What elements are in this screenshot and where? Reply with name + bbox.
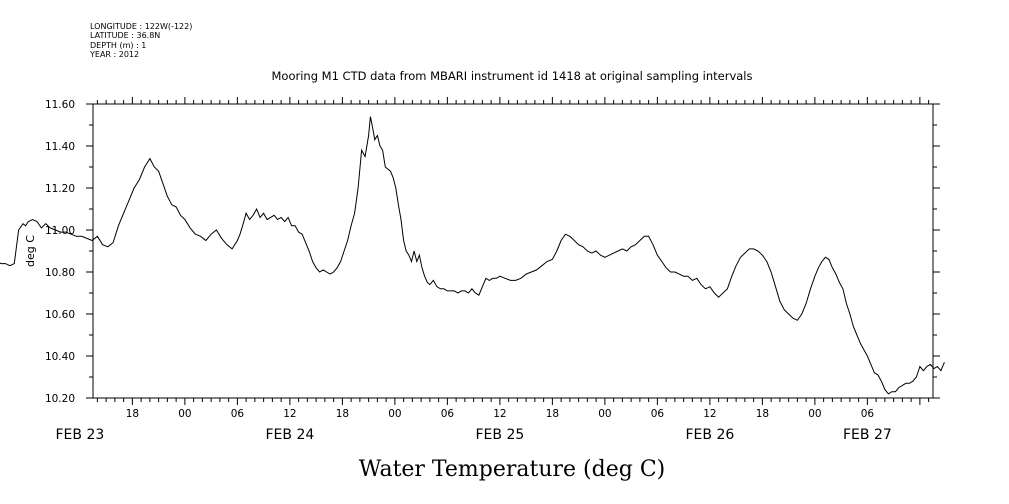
y-tick-label: 10.20 <box>45 393 75 405</box>
x-day-label: FEB 23 <box>55 427 104 443</box>
x-tick-label: 00 <box>808 408 821 420</box>
y-tick-label: 11.00 <box>45 225 75 237</box>
longitude-text: LONGITUDE : 122W(-122) <box>90 22 193 31</box>
latitude-text: LATITUDE : 36.8N <box>90 31 161 41</box>
y-axis-label: deg C <box>24 235 37 267</box>
x-day-label: FEB 27 <box>843 427 892 443</box>
x-tick-label: 18 <box>546 408 559 420</box>
metadata-block: LONGITUDE : 122W(-122) LATITUDE : 36.8N … <box>90 22 192 60</box>
x-tick-label: 12 <box>493 408 506 420</box>
x-tick-label: 18 <box>336 408 349 420</box>
x-axis-label: Water Temperature (deg C) <box>359 457 666 482</box>
x-tick-label: 00 <box>388 408 401 420</box>
x-tick-label: 00 <box>598 408 611 420</box>
y-tick-label: 10.60 <box>45 309 75 321</box>
x-axis: 18 00 06 12 18 00 06 12 18 00 06 12 18 00 06 FEB 23 FEB … <box>55 97 930 443</box>
x-tick-label: 00 <box>178 408 191 420</box>
y-tick-label: 10.40 <box>45 351 75 363</box>
chart-title: Mooring M1 CTD data from MBARI instrumen… <box>272 69 753 83</box>
x-tick-label: 06 <box>861 408 875 420</box>
x-tick-label: 06 <box>231 408 245 420</box>
y-tick-label: 10.80 <box>45 267 75 279</box>
x-tick-label: 12 <box>283 408 296 420</box>
plot-frame <box>92 103 934 399</box>
y-tick-label: 11.60 <box>45 99 75 111</box>
x-tick-label: 06 <box>651 408 665 420</box>
x-tick-label: 12 <box>703 408 716 420</box>
y-axis: 10.20 10.40 10.60 10.80 11.00 11.20 11.40 11.60 <box>45 99 940 405</box>
x-tick-label: 18 <box>756 408 769 420</box>
x-day-label: FEB 24 <box>265 427 314 443</box>
x-tick-label: 06 <box>441 408 455 420</box>
y-tick-label: 11.20 <box>45 183 75 195</box>
x-day-label: FEB 25 <box>475 427 524 443</box>
x-tick-label: 18 <box>126 408 139 420</box>
year-text: YEAR : 2012 <box>90 50 140 60</box>
temperature-series-line <box>0 116 945 395</box>
y-tick-label: 11.40 <box>45 141 75 153</box>
x-day-label: FEB 26 <box>685 427 734 443</box>
depth-text: DEPTH (m) : 1 <box>90 40 147 50</box>
